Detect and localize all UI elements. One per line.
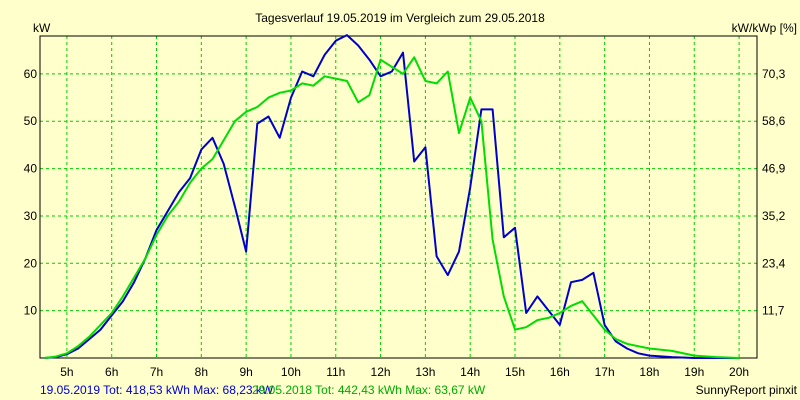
y-tick-label-right: 70,3 — [762, 67, 786, 81]
y-tick-label-left: 50 — [24, 114, 38, 128]
y-tick-label-left: 60 — [24, 67, 38, 81]
y-tick-label-right: 23,4 — [762, 256, 786, 270]
x-tick-label: 5h — [60, 365, 73, 379]
x-tick-label: 17h — [595, 365, 615, 379]
footer-credit: SunnyReport pinxit — [696, 383, 798, 397]
x-tick-label: 12h — [371, 365, 391, 379]
grid — [40, 36, 757, 358]
legend-2018: 29.05.2018 Tot: 442,43 kWh Max: 63,67 kW — [252, 383, 486, 397]
series-line-2019 — [44, 34, 740, 359]
x-tick-label: 11h — [326, 365, 345, 379]
plot-frame — [39, 35, 758, 359]
y-axis-label-left: kW — [33, 21, 51, 35]
chart-title: Tagesverlauf 19.05.2019 im Vergleich zum… — [255, 11, 545, 25]
x-tick-label: 8h — [195, 365, 208, 379]
x-tick-label: 15h — [505, 365, 525, 379]
y-tick-label-right: 46,9 — [762, 162, 786, 176]
y-tick-label-left: 20 — [24, 256, 38, 270]
x-tick-label: 14h — [460, 365, 480, 379]
x-tick-label: 18h — [639, 365, 659, 379]
tick-labels: 5h 6h 7h 8h 9h 10h 11h 12h 13h 14h 15h 16h 17h 18h 19h… — [24, 67, 786, 379]
x-tick-label: 13h — [415, 365, 435, 379]
y-tick-label-right: 35,2 — [762, 209, 786, 223]
x-tick-label: 9h — [239, 365, 252, 379]
y-tick-label-right: 58,6 — [762, 114, 786, 128]
x-tick-label: 20h — [729, 365, 749, 379]
x-tick-label: 10h — [281, 365, 301, 379]
y-axis-label-right: kW/kWp [%] — [732, 21, 797, 35]
x-tick-label: 6h — [105, 365, 118, 379]
legend-2019: 19.05.2019 Tot: 418,53 kWh Max: 68,23 kW — [40, 383, 274, 397]
x-tick-label: 19h — [684, 365, 704, 379]
x-tick-label: 7h — [150, 365, 163, 379]
y-tick-label-left: 10 — [24, 304, 38, 318]
y-tick-label-left: 30 — [24, 209, 38, 223]
y-tick-label-left: 40 — [24, 162, 38, 176]
y-tick-label-right: 11,7 — [762, 304, 785, 318]
x-tick-label: 16h — [550, 365, 570, 379]
series-lines — [44, 34, 740, 359]
series-line-2018 — [44, 56, 740, 359]
